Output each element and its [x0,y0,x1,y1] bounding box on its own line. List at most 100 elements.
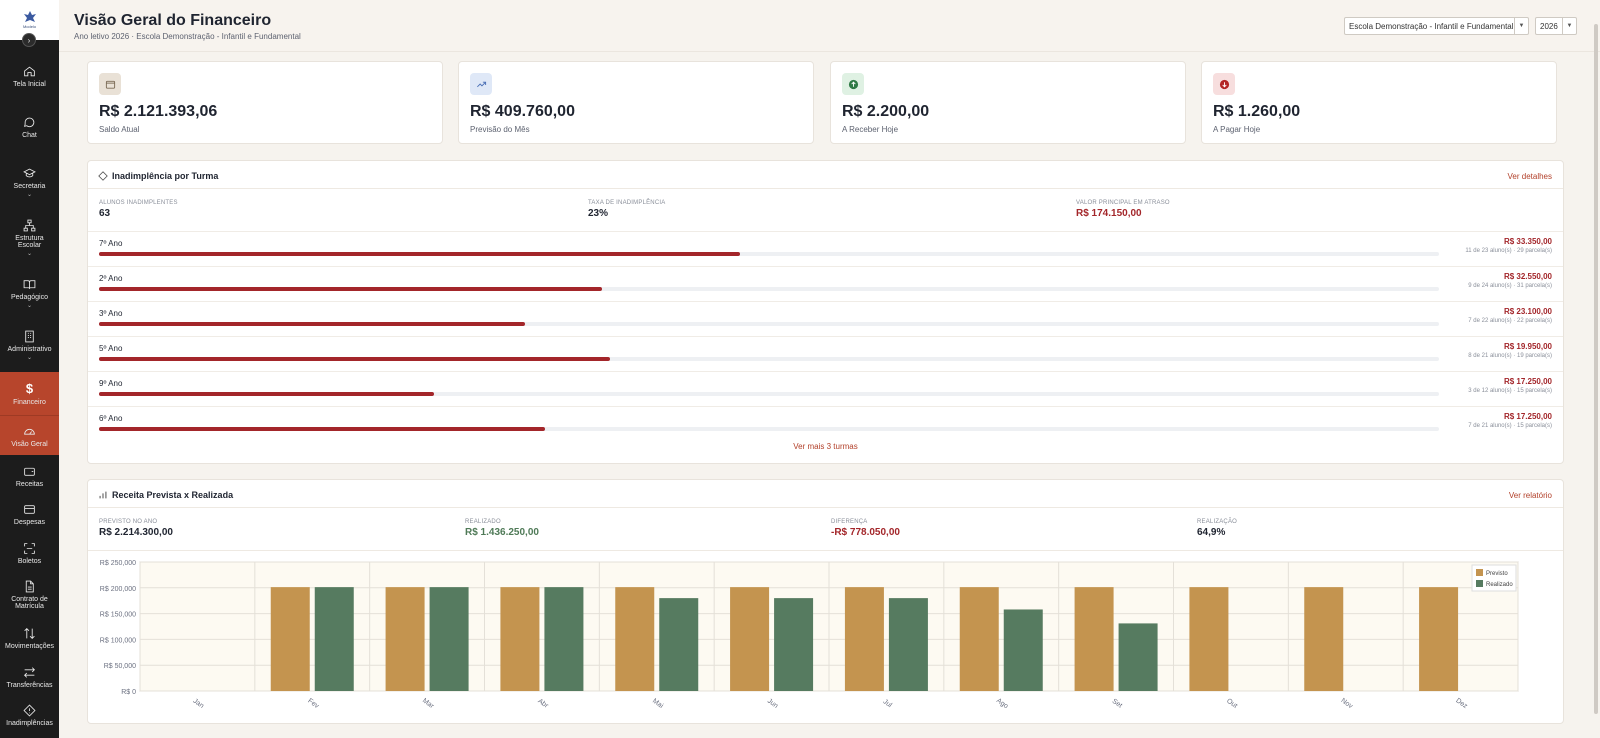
chart-x-tick-label: Jan [192,698,205,710]
metric-taxa-inadimplencia: TAXA DE INADIMPLÊNCIA 23% [588,200,665,219]
page-title: Visão Geral do Financeiro [74,12,272,29]
turma-progress-track [99,287,1439,291]
turma-row[interactable]: 5º Ano R$ 19.950,00 8 de 21 aluno(s) · 19 … [88,336,1563,371]
metric-label: VALOR PRINCIPAL EM ATRASO [1076,200,1170,206]
year-select[interactable]: 2026 ▼ [1535,17,1577,35]
sidebar-item-chat[interactable]: Chat [0,104,59,156]
chart-bar-realizado [888,598,928,691]
turma-row[interactable]: 2º Ano R$ 32.550,00 9 de 24 aluno(s) · 31 … [88,266,1563,301]
turma-name: 5º Ano [99,344,123,353]
graduation-cap-icon [23,166,37,180]
sidebar-subitem-boletos[interactable]: Boletos [0,533,59,572]
sidebar-subitem-movimentacoes[interactable]: Movimentações [0,619,59,658]
chart-bar-previsto [1304,587,1344,691]
chart-bar-realizado [429,587,469,691]
chart-bar-realizado [659,598,699,691]
stat-card-a-pagar-hoje: R$ 1.260,00 A Pagar Hoje [1201,61,1557,144]
chart-legend-swatch [1476,580,1483,587]
sidebar-subitem-receitas[interactable]: Receitas [0,455,59,494]
chart-y-tick-label: R$ 250,000 [100,560,136,567]
sidebar-collapse-button[interactable]: › [22,33,36,47]
wallet-icon [23,464,37,478]
turma-name: 9º Ano [99,379,123,388]
chart-x-tick-label: Out [1225,698,1238,710]
sidebar-item-label: Pedagógico [11,294,48,301]
turma-amount: R$ 19.950,00 [1503,342,1552,351]
turma-name: 3º Ano [99,309,123,318]
sidebar-item-estrutura-escolar[interactable]: Estrutura Escolar ⌄ [0,208,59,268]
sidebar-item-tela-inicial[interactable]: Tela Inicial [0,52,59,104]
chart-bar-realizado [1003,609,1043,691]
gauge-icon [23,424,37,438]
chart-bar-previsto [615,587,655,691]
chart-legend-swatch [1476,569,1483,576]
stat-card-saldo-atual: R$ 2.121.393,06 Saldo Atual [87,61,443,144]
sidebar-item-label: Inadimplências [6,720,53,727]
metric-value: -R$ 778.050,00 [831,527,900,538]
sidebar-item-financeiro[interactable]: $ Financeiro [0,372,59,415]
sidebar-item-pedagogico[interactable]: Pedagógico ⌄ [0,268,59,320]
chart-bar-previsto [270,587,310,691]
chat-icon [23,115,37,129]
arrow-up-circle-icon [842,73,864,95]
turma-progress-track [99,392,1439,396]
ver-detalhes-link[interactable]: Ver detalhes [1507,172,1552,181]
chevron-down-icon: ⌄ [26,303,33,309]
chart-y-tick-label: R$ 50,000 [104,663,136,670]
chart-bar-previsto [1074,587,1114,691]
turma-amount: R$ 33.350,00 [1503,237,1552,246]
turma-detail: 8 de 21 aluno(s) · 19 parcela(s) [1468,353,1552,359]
page-subtitle: Ano letivo 2026 · Escola Demonstração - … [74,32,301,41]
swap-vertical-icon [23,626,37,640]
chart-bar-previsto [730,587,770,691]
turma-row[interactable]: 6º Ano R$ 17.250,00 7 de 21 aluno(s) · 15 … [88,406,1563,441]
school-select[interactable]: Escola Demonstração - Infantil e Fundame… [1344,17,1529,35]
ver-mais-turmas-link[interactable]: Ver mais 3 turmas [793,442,858,451]
stat-value: R$ 2.200,00 [842,103,930,120]
sidebar-item-label: Administrativo [7,346,52,353]
turma-name: 7º Ano [99,239,123,248]
chart-bar-previsto [959,587,999,691]
sidebar-item-secretaria[interactable]: Secretaria ⌄ [0,156,59,208]
chevron-down-icon: ⌄ [26,355,33,361]
logo-icon [23,11,37,23]
sidebar-subitem-visao-geral[interactable]: Visão Geral [0,415,59,455]
turma-row[interactable]: 9º Ano R$ 17.250,00 3 de 12 aluno(s) · 15 … [88,371,1563,406]
chart-legend-label: Realizado [1486,582,1513,588]
metric-label: REALIZADO [465,519,501,525]
card-icon [23,502,37,516]
wallet-icon [99,73,121,95]
turma-progress-fill [99,287,602,291]
sidebar-item-label: Despesas [13,519,46,526]
sidebar-nav: Tela Inicial Chat Secretaria ⌄ Estrutura… [0,52,59,727]
book-icon [23,277,37,291]
turma-row[interactable]: 7º Ano R$ 33.350,00 11 de 23 aluno(s) · 29… [88,231,1563,266]
metric-realizado: REALIZADO R$ 1.436.250,00 [465,519,539,538]
sidebar-item-label: Financeiro [13,399,46,406]
stat-value: R$ 2.121.393,06 [99,103,218,120]
divider [88,550,1563,551]
sidebar-subitem-contrato-de-matricula[interactable]: Contrato de Matrícula [0,572,59,619]
page-scrollbar[interactable] [1594,24,1598,714]
sidebar-subitem-inadimplencias[interactable]: Inadimplências [0,697,59,727]
sidebar-item-administrativo[interactable]: Administrativo ⌄ [0,320,59,372]
turma-row[interactable]: 3º Ano R$ 23.100,00 7 de 22 aluno(s) · 22 … [88,301,1563,336]
turma-progress-fill [99,392,434,396]
stat-label: Previsão do Mês [470,125,530,134]
sidebar-subitem-despesas[interactable]: Despesas [0,494,59,533]
chart-bar-previsto [500,587,540,691]
sidebar-item-label: Receitas [15,481,44,488]
panel-title: Inadimplência por Turma [112,171,219,181]
sidebar-subitem-transferencias[interactable]: Transferências [0,658,59,697]
chevron-down-icon: ▼ [1514,18,1528,34]
chart-x-tick-label: Jul [882,698,894,709]
turma-amount: R$ 17.250,00 [1503,412,1552,421]
metric-label: ALUNOS INADIMPLENTES [99,200,178,206]
building-icon [23,329,37,343]
metric-label: DIFERENÇA [831,519,868,525]
ver-relatorio-link[interactable]: Ver relatório [1508,491,1552,500]
stat-label: A Receber Hoje [842,125,899,134]
chart-y-tick-label: R$ 200,000 [100,586,136,593]
sidebar-item-label: Tela Inicial [13,81,46,88]
chart-bar-realizado [544,587,584,691]
